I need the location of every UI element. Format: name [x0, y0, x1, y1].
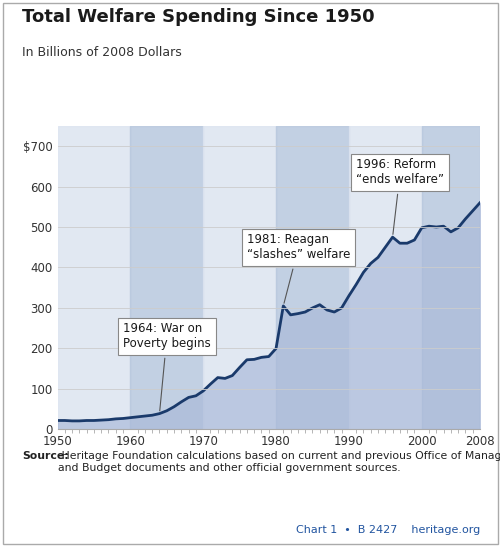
Text: Heritage Foundation calculations based on current and previous Office of Managem: Heritage Foundation calculations based o…: [58, 451, 500, 473]
Text: Chart 1  •  B 2427    heritage.org: Chart 1 • B 2427 heritage.org: [296, 525, 480, 535]
Bar: [349, 126, 422, 429]
Text: 1981: Reagan
“slashes” welfare: 1981: Reagan “slashes” welfare: [247, 233, 350, 303]
Text: 1996: Reform
“ends welfare”: 1996: Reform “ends welfare”: [356, 159, 444, 234]
Bar: [422, 126, 480, 429]
Text: Source:: Source:: [22, 451, 69, 461]
Bar: [276, 126, 349, 429]
Text: 1964: War on
Poverty begins: 1964: War on Poverty begins: [123, 322, 211, 411]
Bar: [203, 126, 276, 429]
Bar: [58, 126, 130, 429]
Text: Total Welfare Spending Since 1950: Total Welfare Spending Since 1950: [22, 8, 375, 26]
Bar: [130, 126, 203, 429]
Text: In Billions of 2008 Dollars: In Billions of 2008 Dollars: [22, 46, 182, 60]
